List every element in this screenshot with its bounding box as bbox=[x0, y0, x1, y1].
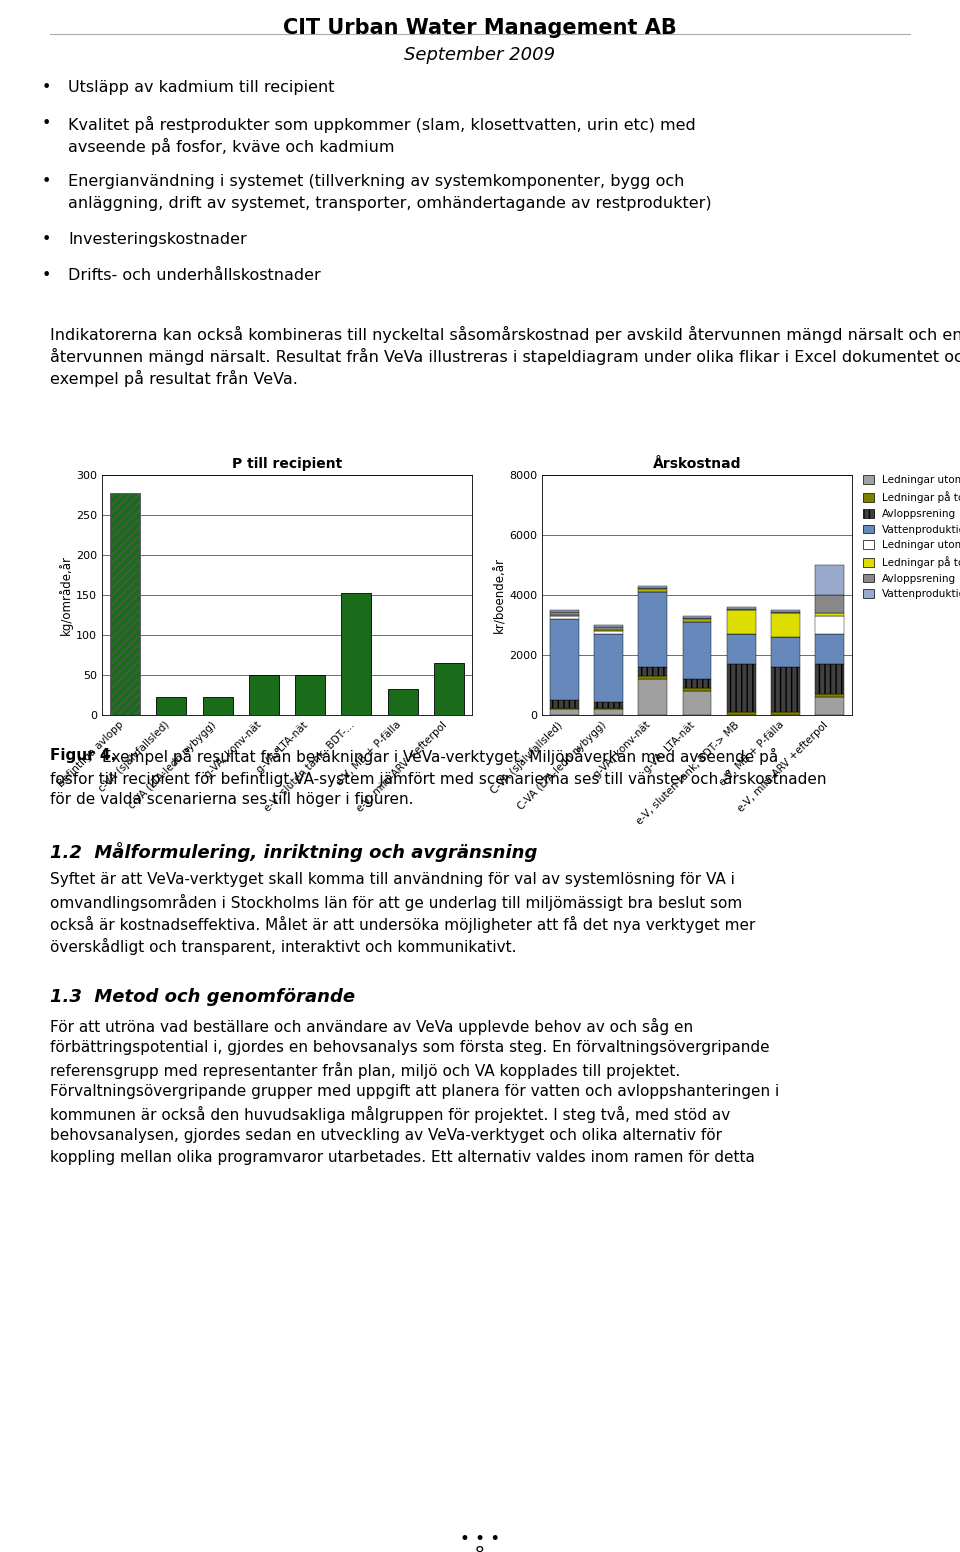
Bar bbox=[249, 675, 279, 715]
Text: •: • bbox=[41, 231, 51, 247]
Bar bbox=[727, 664, 756, 712]
Bar bbox=[388, 689, 418, 715]
Text: 8: 8 bbox=[475, 1546, 485, 1552]
Text: överskådligt och transparent, interaktivt och kommunikativt.: överskådligt och transparent, interaktiv… bbox=[50, 937, 516, 954]
Bar bbox=[295, 675, 325, 715]
Bar bbox=[594, 632, 623, 635]
Text: koppling mellan olika programvaror utarbetades. Ett alternativ valdes inom ramen: koppling mellan olika programvaror utarb… bbox=[50, 1150, 755, 1166]
Text: Förvaltningsövergripande grupper med uppgift att planera för vatten och avloppsh: Förvaltningsövergripande grupper med upp… bbox=[50, 1083, 780, 1099]
Bar bbox=[683, 691, 711, 715]
Text: avseende på fosfor, kväve och kadmium: avseende på fosfor, kväve och kadmium bbox=[68, 138, 395, 155]
Bar bbox=[638, 680, 667, 715]
Text: CIT Urban Water Management AB: CIT Urban Water Management AB bbox=[283, 19, 677, 37]
Bar bbox=[771, 636, 800, 667]
Text: förbättringspotential i, gjordes en behovsanalys som första steg. En förvaltning: förbättringspotential i, gjordes en beho… bbox=[50, 1040, 770, 1055]
Bar bbox=[727, 712, 756, 715]
Bar bbox=[156, 697, 186, 715]
Text: September 2009: September 2009 bbox=[404, 47, 556, 64]
Title: P till recipient: P till recipient bbox=[232, 456, 342, 472]
Text: 1.3  Metod och genomförande: 1.3 Metod och genomförande bbox=[50, 989, 355, 1006]
Text: Indikatorerna kan också kombineras till nyckeltal såsomårskostnad per avskild åt: Indikatorerna kan också kombineras till … bbox=[50, 326, 960, 343]
Bar bbox=[638, 677, 667, 680]
Text: exempel på resultat från VeVa.: exempel på resultat från VeVa. bbox=[50, 369, 298, 386]
Bar bbox=[815, 635, 844, 664]
Bar bbox=[815, 694, 844, 697]
Text: Kvalitet på restprodukter som uppkommer (slam, klosettvatten, urin etc) med: Kvalitet på restprodukter som uppkommer … bbox=[68, 116, 696, 133]
Text: fosfor till recipient för befintligt VA-system jämfört med scenarierna ses till : fosfor till recipient för befintligt VA-… bbox=[50, 770, 827, 787]
Bar bbox=[638, 591, 667, 667]
Bar bbox=[550, 616, 579, 619]
Text: 1.2  Målformulering, inriktning och avgränsning: 1.2 Målformulering, inriktning och avgrä… bbox=[50, 843, 538, 861]
Text: Energianvändning i systemet (tillverkning av systemkomponenter, bygg och: Energianvändning i systemet (tillverknin… bbox=[68, 174, 684, 189]
Bar bbox=[683, 680, 711, 688]
Bar bbox=[815, 613, 844, 616]
Bar bbox=[594, 627, 623, 630]
Legend: Ledningar utom tomt, Ledningar på tomt, Avloppsrening, Vattenproduktion, Ledning: Ledningar utom tomt, Ledningar på tomt, … bbox=[863, 475, 960, 599]
Bar bbox=[727, 610, 756, 635]
Bar bbox=[550, 700, 579, 708]
Bar bbox=[771, 613, 800, 636]
Text: kommunen är också den huvudsakliga målgruppen för projektet. I steg två, med stö: kommunen är också den huvudsakliga målgr… bbox=[50, 1107, 731, 1124]
Bar bbox=[815, 594, 844, 613]
Title: Årskostnad: Årskostnad bbox=[653, 456, 741, 472]
Text: Exempel på resultat från beräkningar i VeVa-verktyget. Miljöpåverkan med avseend: Exempel på resultat från beräkningar i V… bbox=[102, 748, 779, 765]
Bar bbox=[550, 611, 579, 615]
Bar bbox=[815, 616, 844, 635]
Bar bbox=[110, 492, 140, 715]
Bar bbox=[683, 688, 711, 691]
Text: Drifts- och underhållskostnader: Drifts- och underhållskostnader bbox=[68, 268, 321, 282]
Text: Figur 4.: Figur 4. bbox=[50, 748, 116, 764]
Bar bbox=[434, 663, 464, 715]
Text: behovsanalysen, gjordes sedan en utveckling av VeVa-verktyget och olika alternat: behovsanalysen, gjordes sedan en utveckl… bbox=[50, 1128, 722, 1142]
Bar bbox=[594, 702, 623, 708]
Bar bbox=[594, 709, 623, 715]
Text: Utsläpp av kadmium till recipient: Utsläpp av kadmium till recipient bbox=[68, 81, 334, 95]
Bar bbox=[342, 593, 372, 715]
Text: omvandlingsområden i Stockholms län för att ge underlag till miljömässigt bra be: omvandlingsområden i Stockholms län för … bbox=[50, 894, 742, 911]
Bar bbox=[594, 635, 623, 702]
Text: referensgrupp med representanter från plan, miljö och VA kopplades till projekte: referensgrupp med representanter från pl… bbox=[50, 1062, 681, 1079]
Bar bbox=[815, 565, 844, 594]
Text: anläggning, drift av systemet, transporter, omhändertagande av restprodukter): anläggning, drift av systemet, transport… bbox=[68, 196, 711, 211]
Text: för de valda scenarierna ses till höger i figuren.: för de valda scenarierna ses till höger … bbox=[50, 792, 414, 807]
Y-axis label: kg/område,år: kg/område,år bbox=[60, 556, 73, 635]
Text: återvunnen mängd närsalt. Resultat från VeVa illustreras i stapeldiagram under o: återvunnen mängd närsalt. Resultat från … bbox=[50, 348, 960, 365]
Bar bbox=[203, 697, 232, 715]
Bar bbox=[815, 664, 844, 694]
Bar bbox=[550, 619, 579, 700]
Bar bbox=[550, 709, 579, 715]
Bar bbox=[771, 712, 800, 715]
Text: också är kostnadseffektiva. Målet är att undersöka möjligheter att få det nya ve: också är kostnadseffektiva. Målet är att… bbox=[50, 916, 756, 933]
Text: • • •: • • • bbox=[460, 1530, 500, 1547]
Bar bbox=[815, 697, 844, 715]
Text: Investeringskostnader: Investeringskostnader bbox=[68, 231, 247, 247]
Text: Syftet är att VeVa-verktyget skall komma till användning för val av systemlösnin: Syftet är att VeVa-verktyget skall komma… bbox=[50, 872, 734, 888]
Text: För att utröna vad beställare och användare av VeVa upplevde behov av och såg en: För att utröna vad beställare och använd… bbox=[50, 1018, 693, 1035]
Bar bbox=[638, 667, 667, 677]
Bar bbox=[727, 635, 756, 664]
Bar bbox=[771, 667, 800, 712]
Text: •: • bbox=[41, 268, 51, 282]
Text: •: • bbox=[41, 174, 51, 189]
Text: •: • bbox=[41, 116, 51, 130]
Text: •: • bbox=[41, 81, 51, 95]
Y-axis label: kr/boende,år: kr/boende,år bbox=[493, 557, 506, 633]
Bar bbox=[683, 622, 711, 680]
